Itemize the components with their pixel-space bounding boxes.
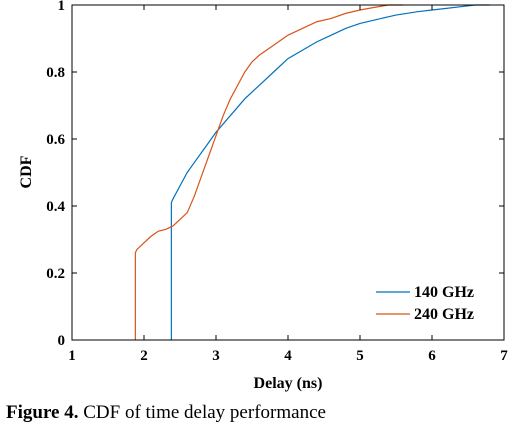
y-tick-label: 0.8 [46, 65, 65, 81]
series-layer [134, 4, 490, 340]
legend: 140 GHz 240 GHz [372, 280, 500, 332]
series-line-140-ghz [170, 4, 490, 340]
x-tick-label: 7 [500, 348, 508, 364]
y-tick-label: 0.2 [46, 266, 65, 282]
y-tick-label: 0.4 [46, 199, 65, 215]
series-line-240-ghz [134, 4, 404, 340]
x-tick-label: 6 [428, 348, 436, 364]
x-tick-label: 4 [284, 348, 292, 364]
x-tick-label: 1 [68, 348, 76, 364]
figure-caption-text: CDF of time delay performance [83, 402, 326, 423]
cdf-chart: 1 2 3 4 5 6 7 0 0.2 0.4 0.6 0.8 1 140 GHz 240 GHz Del… [18, 0, 508, 392]
legend-label: 240 GHz [414, 306, 474, 323]
figure-caption-label: Figure 4. [6, 402, 79, 423]
y-tick-label: 0.6 [46, 132, 65, 148]
y-tick-label: 1 [58, 0, 66, 14]
x-tick-label: 5 [356, 348, 364, 364]
y-axis-label: CDF [18, 155, 35, 188]
y-tick-label: 0 [58, 333, 66, 349]
x-axis-label: Delay (ns) [254, 375, 323, 392]
x-tick-label: 3 [212, 348, 220, 364]
legend-label: 140 GHz [414, 284, 474, 301]
x-tick-label: 2 [140, 348, 148, 364]
figure-caption: Figure 4. CDF of time delay performance [6, 402, 326, 424]
legend-box [372, 280, 500, 332]
axes: 1 2 3 4 5 6 7 0 0.2 0.4 0.6 0.8 1 [46, 0, 508, 364]
